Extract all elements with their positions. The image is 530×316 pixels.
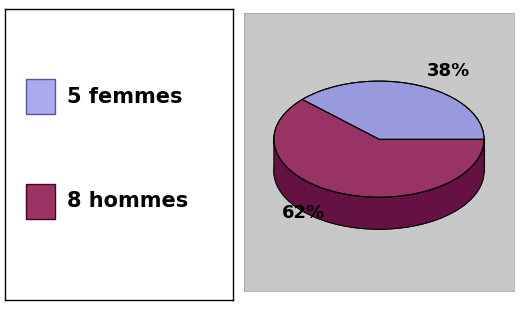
Text: 38%: 38% <box>427 62 470 80</box>
Text: 5 femmes: 5 femmes <box>67 87 182 107</box>
Text: 62%: 62% <box>281 204 325 222</box>
Polygon shape <box>274 139 484 229</box>
Polygon shape <box>302 81 484 139</box>
FancyBboxPatch shape <box>26 79 56 114</box>
Ellipse shape <box>274 113 484 229</box>
Text: 8 hommes: 8 hommes <box>67 191 188 211</box>
Polygon shape <box>274 100 484 197</box>
FancyBboxPatch shape <box>26 184 56 219</box>
